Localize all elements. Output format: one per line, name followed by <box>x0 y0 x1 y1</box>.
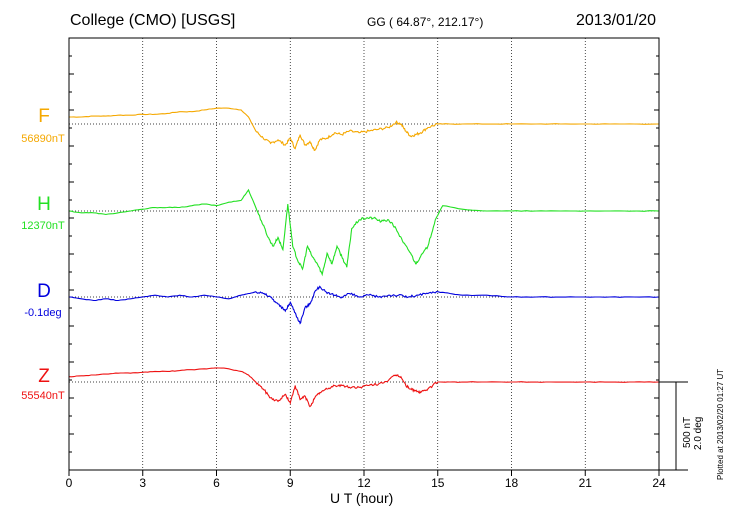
x-axis-label: U T (hour) <box>330 490 394 506</box>
station-title: College (CMO) [USGS] <box>70 12 236 29</box>
scale-bar <box>659 381 688 471</box>
x-tick-label: 6 <box>213 476 220 490</box>
date-label: 2013/01/20 <box>576 12 657 29</box>
x-tick-label: 24 <box>652 476 666 490</box>
x-tick-label: 18 <box>505 476 519 490</box>
channel-h-name: H <box>37 194 51 215</box>
channel-f-name: F <box>38 106 50 127</box>
series-line-f <box>69 107 660 152</box>
series-line-d <box>68 285 660 325</box>
x-tick-label: 9 <box>287 476 294 490</box>
x-tick-label: 3 <box>139 476 146 490</box>
coordinates-label: GG ( 64.87°, 212.17°) <box>367 15 484 29</box>
x-tick-label: 21 <box>579 476 593 490</box>
scale-deg-label: 2.0 deg <box>693 416 704 450</box>
channel-z-name: Z <box>38 366 50 387</box>
scale-nt-label: 500 nT <box>682 416 693 448</box>
channel-d-name: D <box>37 281 51 302</box>
series-line-z <box>68 367 660 408</box>
x-tick-label: 15 <box>431 476 445 490</box>
x-tick-label: 0 <box>66 476 73 490</box>
series-layer <box>68 107 660 408</box>
channel-f-baseline: 56890nT <box>21 133 65 145</box>
grid-layer <box>142 38 586 470</box>
channel-z-baseline: 55540nT <box>21 390 65 402</box>
channel-d-baseline: -0.1deg <box>24 307 62 319</box>
series-line-h <box>68 188 660 277</box>
tick-layer: 0 3 6 9 12 15 18 21 24 <box>66 55 666 490</box>
channel-h-baseline: 12370nT <box>21 220 65 232</box>
baseline-layer <box>69 123 659 383</box>
x-tick-label: 12 <box>357 476 371 490</box>
plotted-timestamp: Plotted at 2013/02/20 01:27 UT <box>716 368 725 480</box>
